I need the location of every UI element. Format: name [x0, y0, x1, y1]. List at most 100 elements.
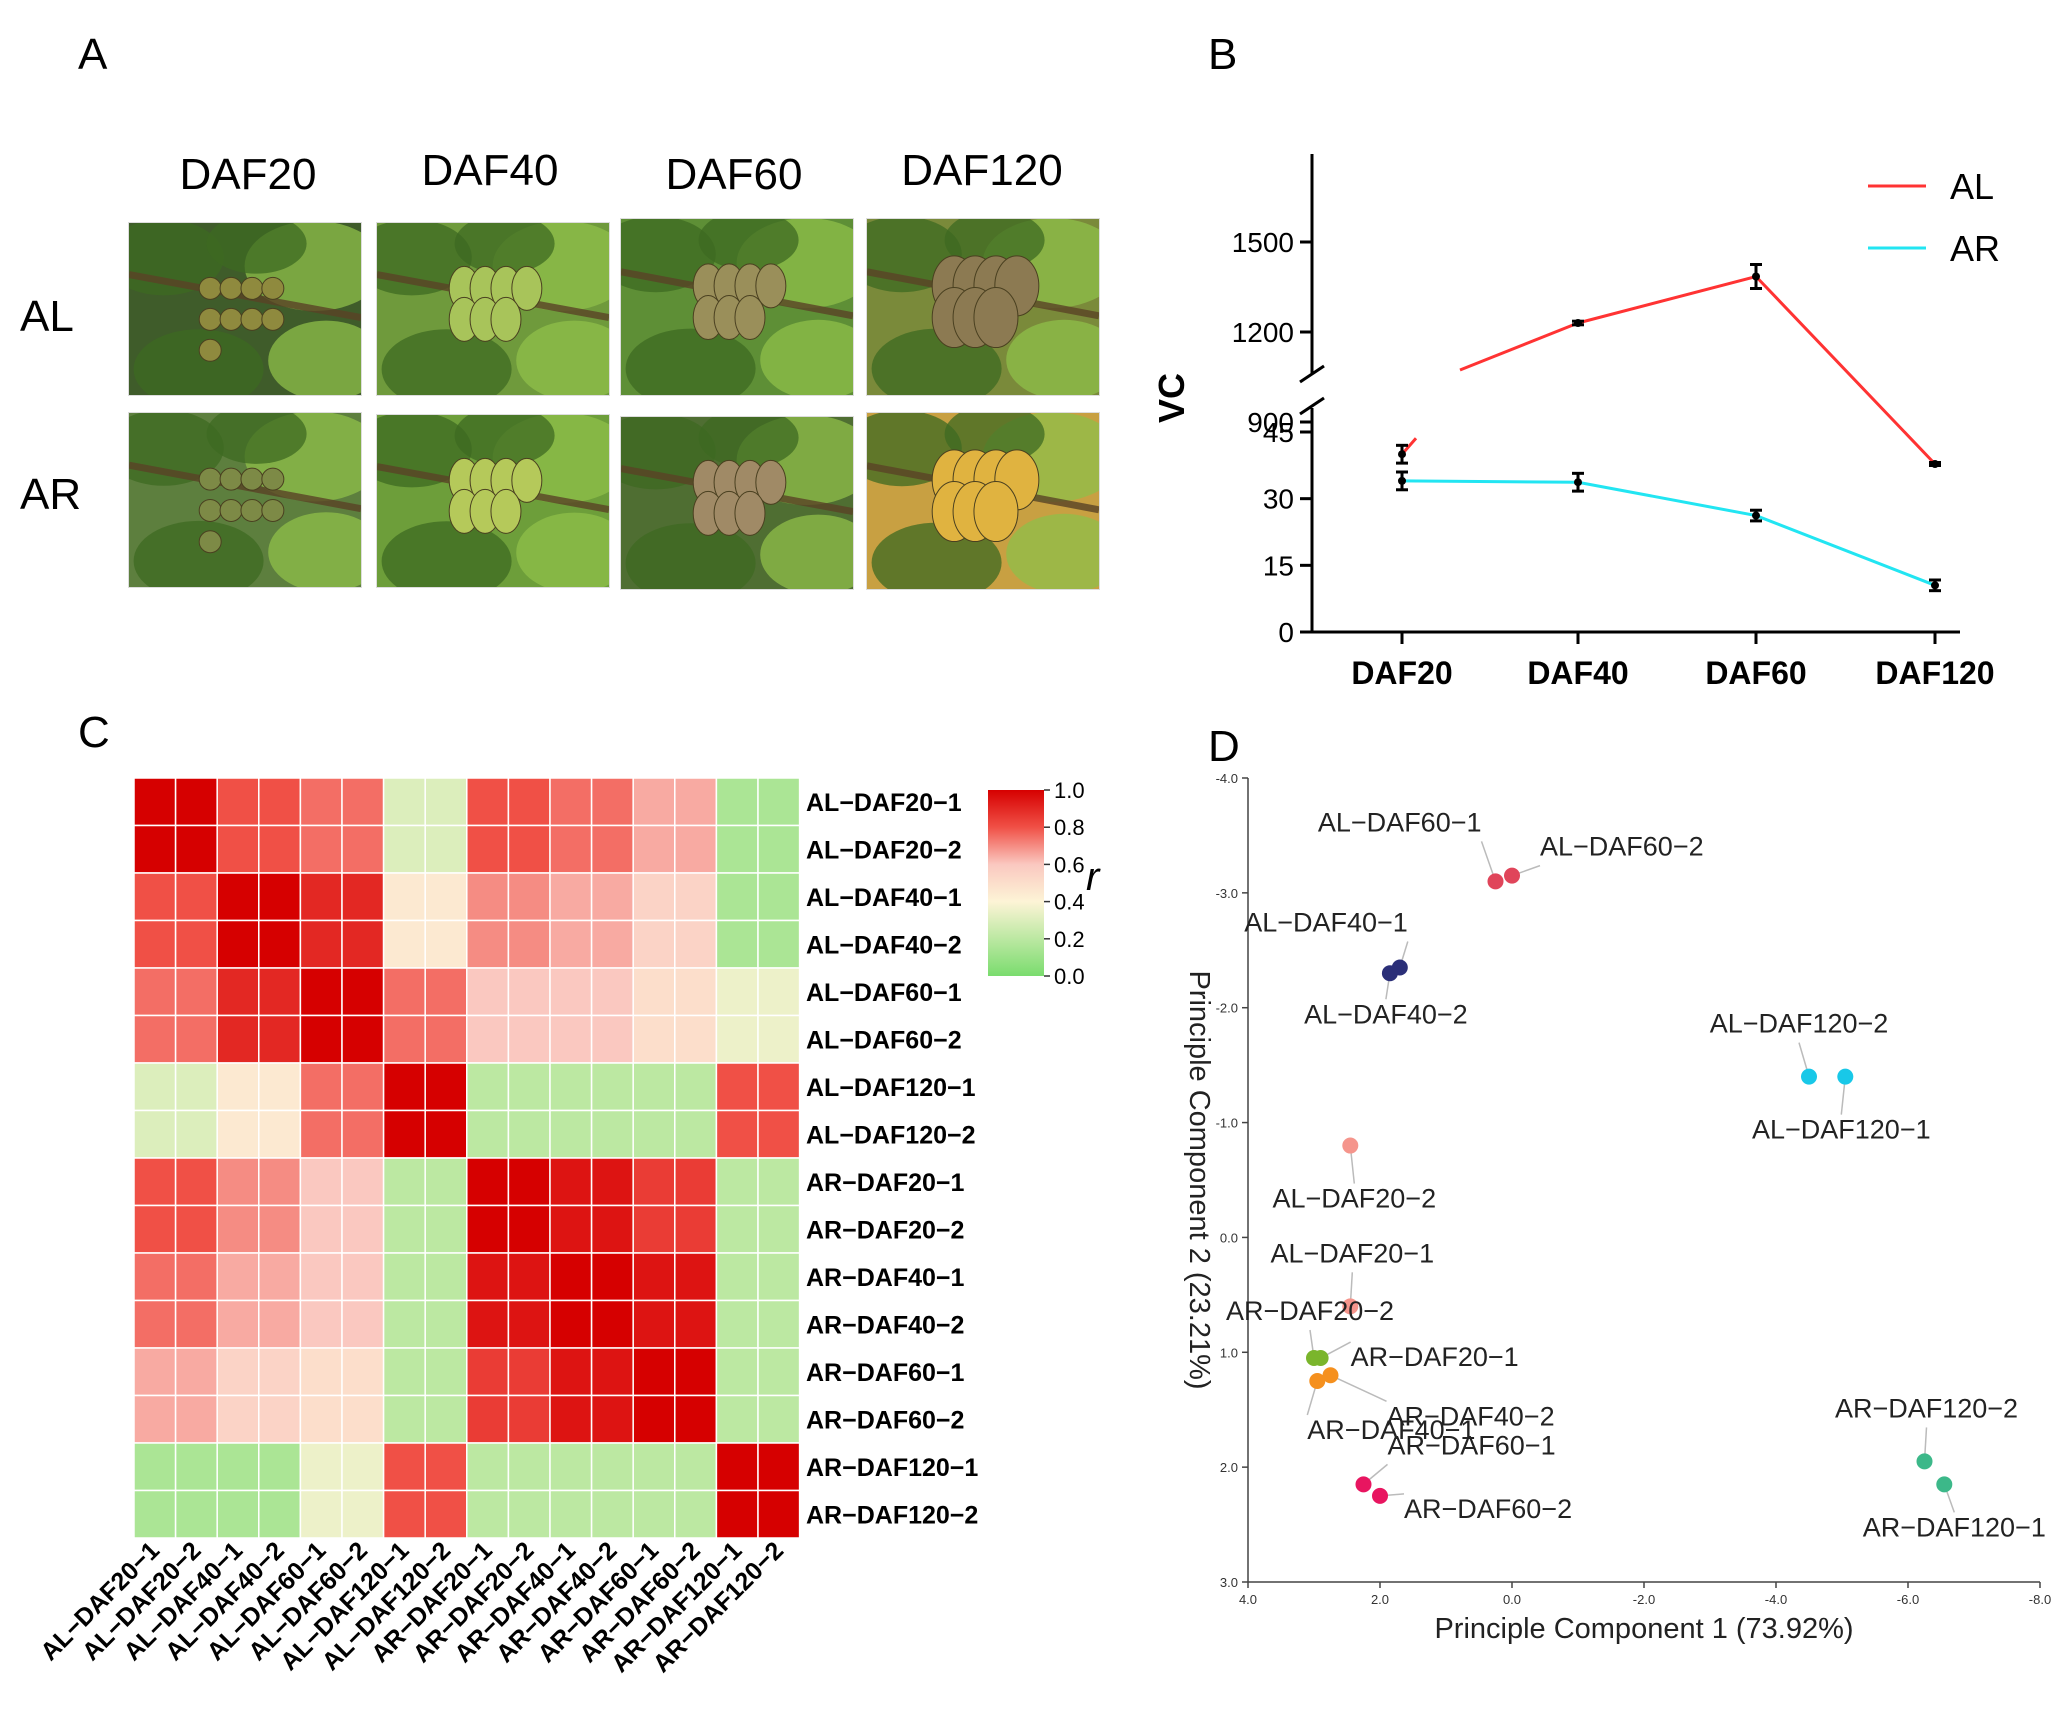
heatmap-row-label: AR−DAF60−1 — [806, 1359, 964, 1387]
heatmap-cell — [382, 1442, 426, 1492]
heatmap-cell — [258, 872, 302, 922]
heatmap-cell — [382, 1062, 426, 1112]
pca-x-tick-label: 0.0 — [1503, 1592, 1521, 1607]
heatmap-cell — [590, 1347, 634, 1397]
heatmap-cell — [174, 1252, 218, 1302]
heatmap-cell — [216, 1489, 260, 1539]
heatmap-cell — [216, 1062, 260, 1112]
heatmap-cell — [424, 777, 468, 827]
heatmap-cell — [216, 777, 260, 827]
leaf-shape — [1006, 319, 1099, 395]
heatmap-cell — [466, 1204, 510, 1254]
heatmap-cell — [382, 1489, 426, 1539]
heatmap-cell — [424, 1299, 468, 1349]
heatmap-cell — [174, 1157, 218, 1207]
heatmap-cell — [299, 967, 343, 1017]
heatmap-cell — [549, 1157, 593, 1207]
heatmap-cell — [549, 1252, 593, 1302]
vc-data-point — [1931, 581, 1939, 590]
leaf-shape — [268, 512, 361, 587]
heatmap-cell — [341, 1014, 385, 1064]
pca-point-label: AR−DAF60−2 — [1404, 1494, 1572, 1524]
photo-illustration — [621, 417, 853, 589]
heatmap-cell — [216, 919, 260, 969]
heatmap-cell — [382, 777, 426, 827]
heatmap-cell — [715, 1347, 759, 1397]
heatmap-row-label: AL−DAF60−1 — [806, 979, 962, 1007]
heatmap-legend-title: r — [1086, 855, 1101, 899]
pca-y-tick-label: -2.0 — [1216, 1001, 1238, 1016]
heatmap-cell — [715, 967, 759, 1017]
heatmap-cell — [507, 967, 551, 1017]
heatmap-cell — [590, 777, 634, 827]
heatmap-cell — [632, 1299, 676, 1349]
pca-point-label: AR−DAF40−2 — [1387, 1401, 1555, 1431]
heatmap-cell — [133, 1299, 177, 1349]
heatmap-cell — [757, 777, 801, 827]
heatmap-cell — [424, 1109, 468, 1159]
vc-legend-label: AL — [1950, 166, 1994, 207]
heatmap-cell — [590, 1109, 634, 1159]
fruit-shape — [755, 459, 787, 505]
fruit-shape — [734, 295, 766, 341]
heatmap-cell — [507, 1489, 551, 1539]
heatmap-row-label: AR−DAF40−2 — [806, 1311, 964, 1339]
leaf-shape — [206, 223, 307, 274]
heatmap-legend-tick-label: 0.6 — [1054, 852, 1085, 877]
heatmap-cell — [507, 1014, 551, 1064]
heatmap-cell — [133, 1014, 177, 1064]
heatmap-cell — [674, 1252, 718, 1302]
pca-x-tick-label: -2.0 — [1633, 1592, 1655, 1607]
heatmap-cell — [299, 777, 343, 827]
heatmap-cell — [590, 1014, 634, 1064]
pca-point-label: AL−DAF20−2 — [1272, 1184, 1436, 1214]
vc-axis-break-mark — [1299, 364, 1325, 384]
heatmap-cell — [216, 1394, 260, 1444]
column-header-daf20: DAF20 — [179, 150, 317, 199]
heatmap-cell — [133, 824, 177, 874]
fruit-shape — [261, 467, 285, 491]
heatmap-cell — [549, 1109, 593, 1159]
leaf-shape — [625, 523, 756, 589]
heatmap-cell — [382, 1204, 426, 1254]
heatmap-cell — [715, 824, 759, 874]
heatmap-cell — [590, 1394, 634, 1444]
pca-point-label: AL−DAF120−1 — [1752, 1115, 1931, 1145]
heatmap-cell — [216, 1299, 260, 1349]
heatmap-cell — [216, 872, 260, 922]
fruit-shape — [734, 490, 766, 536]
heatmap-cell — [507, 1299, 551, 1349]
heatmap-row-label: AL−DAF40−2 — [806, 931, 962, 959]
heatmap-cell — [341, 1109, 385, 1159]
pca-y-tick-label: 1.0 — [1220, 1345, 1238, 1360]
fruit-shape — [261, 276, 285, 300]
panel-label-a: A — [78, 30, 108, 79]
leaf-shape — [516, 512, 609, 587]
heatmap-cell — [466, 1442, 510, 1492]
heatmap-cell — [757, 1489, 801, 1539]
heatmap-cell — [632, 1252, 676, 1302]
pca-point-label: AL−DAF20−1 — [1270, 1238, 1434, 1268]
heatmap-cell — [216, 1252, 260, 1302]
heatmap-cell — [632, 1204, 676, 1254]
heatmap-cell — [549, 1394, 593, 1444]
heatmap-cell — [258, 1299, 302, 1349]
heatmap-cell — [549, 777, 593, 827]
heatmap-cell — [382, 1157, 426, 1207]
heatmap-cell — [632, 1157, 676, 1207]
vc-axis-break-mark — [1299, 396, 1325, 416]
heatmap-legend-tick-label: 1.0 — [1054, 778, 1085, 803]
leaf-shape — [268, 320, 361, 395]
heatmap-row-label: AR−DAF40−1 — [806, 1264, 964, 1292]
heatmap-cell — [674, 967, 718, 1017]
heatmap-cell — [590, 1157, 634, 1207]
heatmap-cell — [258, 1157, 302, 1207]
heatmap-cell — [341, 1299, 385, 1349]
leaf-shape — [454, 415, 555, 466]
heatmap-cell — [590, 1489, 634, 1539]
heatmap-cell — [632, 824, 676, 874]
heatmap-cell — [507, 1347, 551, 1397]
heatmap-cell — [216, 1014, 260, 1064]
pca-point — [1309, 1373, 1326, 1389]
heatmap-cell — [466, 1109, 510, 1159]
